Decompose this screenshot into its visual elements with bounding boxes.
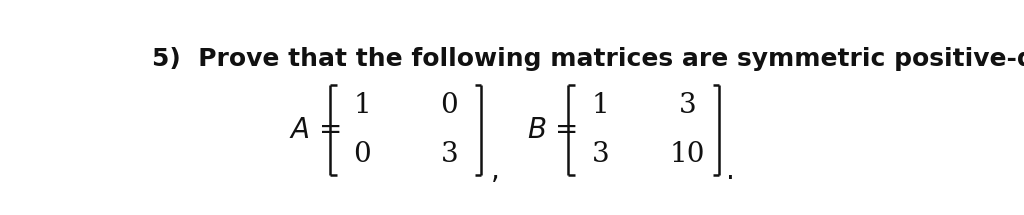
Text: 10: 10 — [670, 141, 706, 168]
Text: 5)  Prove that the following matrices are symmetric positive-definite: 5) Prove that the following matrices are… — [152, 47, 1024, 71]
Text: 0: 0 — [440, 92, 459, 119]
Text: $B$ =: $B$ = — [527, 117, 578, 144]
Text: ,: , — [490, 157, 500, 186]
Text: 1: 1 — [591, 92, 609, 119]
Text: 3: 3 — [440, 141, 458, 168]
Text: 3: 3 — [679, 92, 696, 119]
Text: 3: 3 — [592, 141, 609, 168]
Text: .: . — [726, 157, 734, 186]
Text: $A$ =: $A$ = — [289, 117, 340, 144]
Text: 0: 0 — [353, 141, 371, 168]
Text: 1: 1 — [353, 92, 371, 119]
